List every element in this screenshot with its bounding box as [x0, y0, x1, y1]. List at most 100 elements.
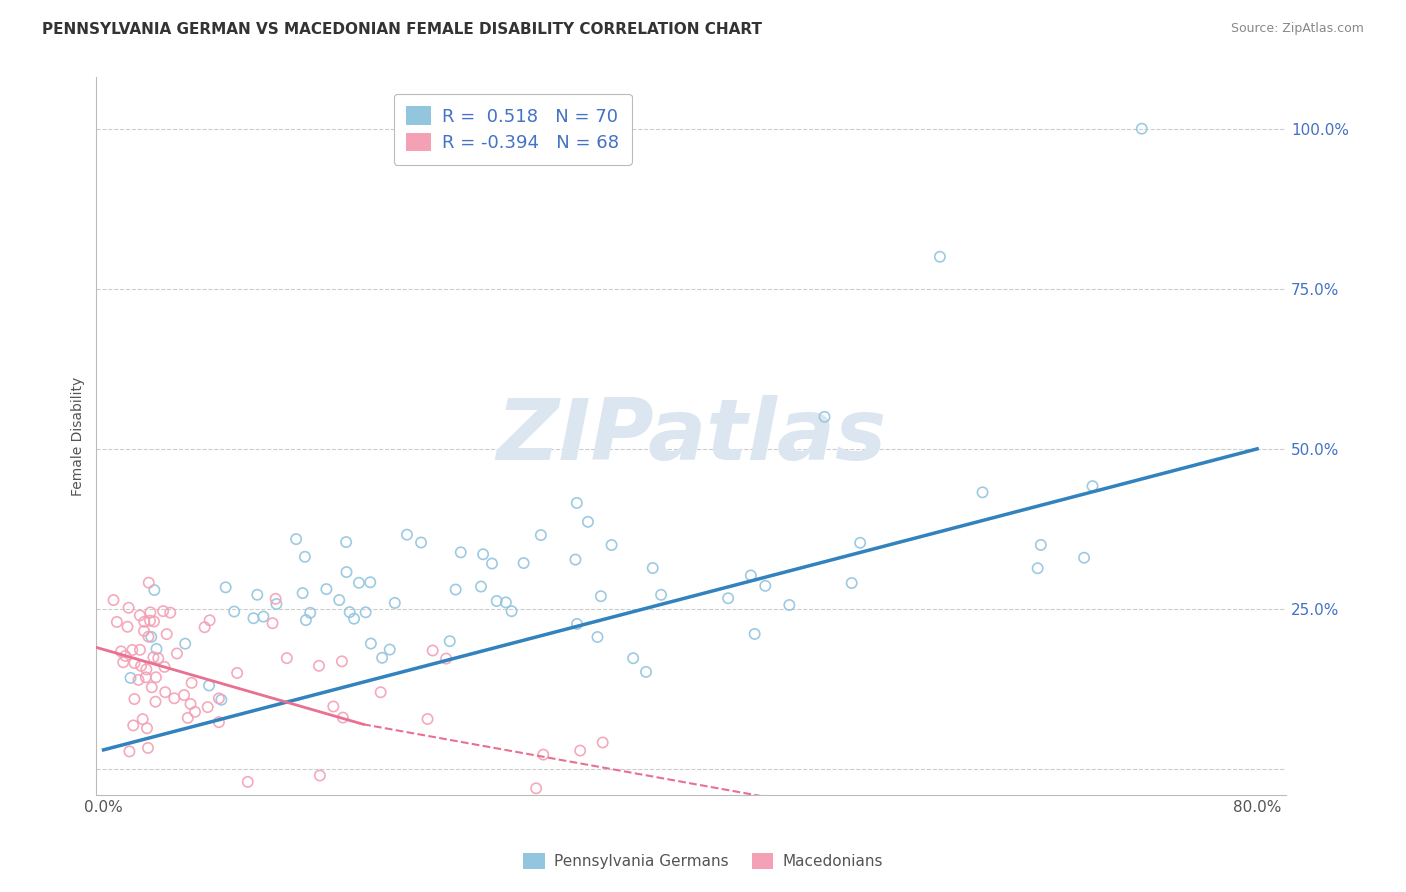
Point	[135, 662, 157, 676]
Point	[586, 630, 609, 644]
Point	[143, 583, 166, 598]
Point	[174, 637, 197, 651]
Point	[335, 535, 357, 549]
Point	[569, 743, 592, 757]
Point	[180, 676, 202, 690]
Point	[641, 561, 664, 575]
Point	[1073, 550, 1095, 565]
Point	[565, 616, 588, 631]
Point	[129, 658, 152, 673]
Text: PENNSYLVANIA GERMAN VS MACEDONIAN FEMALE DISABILITY CORRELATION CHART: PENNSYLVANIA GERMAN VS MACEDONIAN FEMALE…	[42, 22, 762, 37]
Point	[276, 651, 298, 665]
Point	[330, 654, 353, 668]
Point	[565, 496, 588, 510]
Point	[384, 596, 406, 610]
Point	[444, 582, 467, 597]
Point	[118, 744, 141, 758]
Point	[621, 651, 644, 665]
Point	[744, 627, 766, 641]
Point	[434, 651, 457, 665]
Point	[928, 250, 950, 264]
Point	[134, 615, 156, 629]
Point	[285, 532, 308, 546]
Point	[262, 616, 284, 631]
Point	[266, 597, 288, 611]
Point	[841, 576, 863, 591]
Point	[139, 606, 162, 620]
Point	[180, 697, 202, 711]
Point	[328, 593, 350, 607]
Point	[105, 615, 128, 629]
Point	[173, 688, 195, 702]
Point	[972, 485, 994, 500]
Point	[347, 575, 370, 590]
Point	[470, 580, 492, 594]
Point	[127, 673, 149, 687]
Legend: R =  0.518   N = 70, R = -0.394   N = 68: R = 0.518 N = 70, R = -0.394 N = 68	[394, 94, 631, 165]
Point	[600, 538, 623, 552]
Point	[354, 605, 377, 619]
Point	[592, 735, 614, 749]
Point	[378, 642, 401, 657]
Point	[145, 641, 167, 656]
Point	[740, 568, 762, 582]
Point	[153, 685, 176, 699]
Point	[849, 536, 872, 550]
Point	[124, 692, 146, 706]
Point	[339, 605, 361, 619]
Point	[564, 552, 586, 566]
Point	[136, 740, 159, 755]
Point	[209, 692, 232, 706]
Point	[291, 586, 314, 600]
Point	[343, 612, 366, 626]
Point	[142, 650, 165, 665]
Point	[371, 650, 394, 665]
Point	[198, 613, 221, 627]
Point	[128, 608, 150, 623]
Point	[450, 545, 472, 559]
Point	[141, 681, 163, 695]
Point	[132, 624, 155, 638]
Point	[224, 605, 246, 619]
Point	[197, 700, 219, 714]
Y-axis label: Female Disability: Female Disability	[72, 376, 86, 496]
Text: ZIPatlas: ZIPatlas	[496, 394, 886, 477]
Point	[409, 535, 432, 549]
Point	[145, 695, 167, 709]
Point	[236, 775, 259, 789]
Point	[177, 711, 200, 725]
Point	[112, 655, 135, 669]
Point	[141, 630, 163, 644]
Point	[295, 613, 318, 627]
Point	[110, 644, 132, 658]
Point	[117, 620, 139, 634]
Point	[531, 747, 554, 762]
Point	[138, 630, 160, 644]
Point	[148, 651, 170, 665]
Point	[131, 712, 153, 726]
Point	[370, 685, 392, 699]
Point	[208, 715, 231, 730]
Point	[332, 710, 354, 724]
Point	[122, 718, 145, 732]
Point	[215, 580, 238, 594]
Point	[124, 656, 146, 670]
Point	[717, 591, 740, 606]
Point	[163, 691, 186, 706]
Point	[145, 670, 167, 684]
Point	[395, 527, 418, 541]
Point	[335, 565, 357, 579]
Point	[576, 515, 599, 529]
Text: Source: ZipAtlas.com: Source: ZipAtlas.com	[1230, 22, 1364, 36]
Point	[152, 604, 174, 618]
Point	[138, 575, 160, 590]
Point	[495, 595, 517, 609]
Point	[524, 781, 547, 796]
Point	[120, 671, 142, 685]
Point	[778, 598, 800, 612]
Point	[121, 643, 143, 657]
Point	[360, 636, 382, 650]
Point	[156, 627, 179, 641]
Legend: Pennsylvania Germans, Macedonians: Pennsylvania Germans, Macedonians	[517, 847, 889, 875]
Point	[114, 648, 136, 663]
